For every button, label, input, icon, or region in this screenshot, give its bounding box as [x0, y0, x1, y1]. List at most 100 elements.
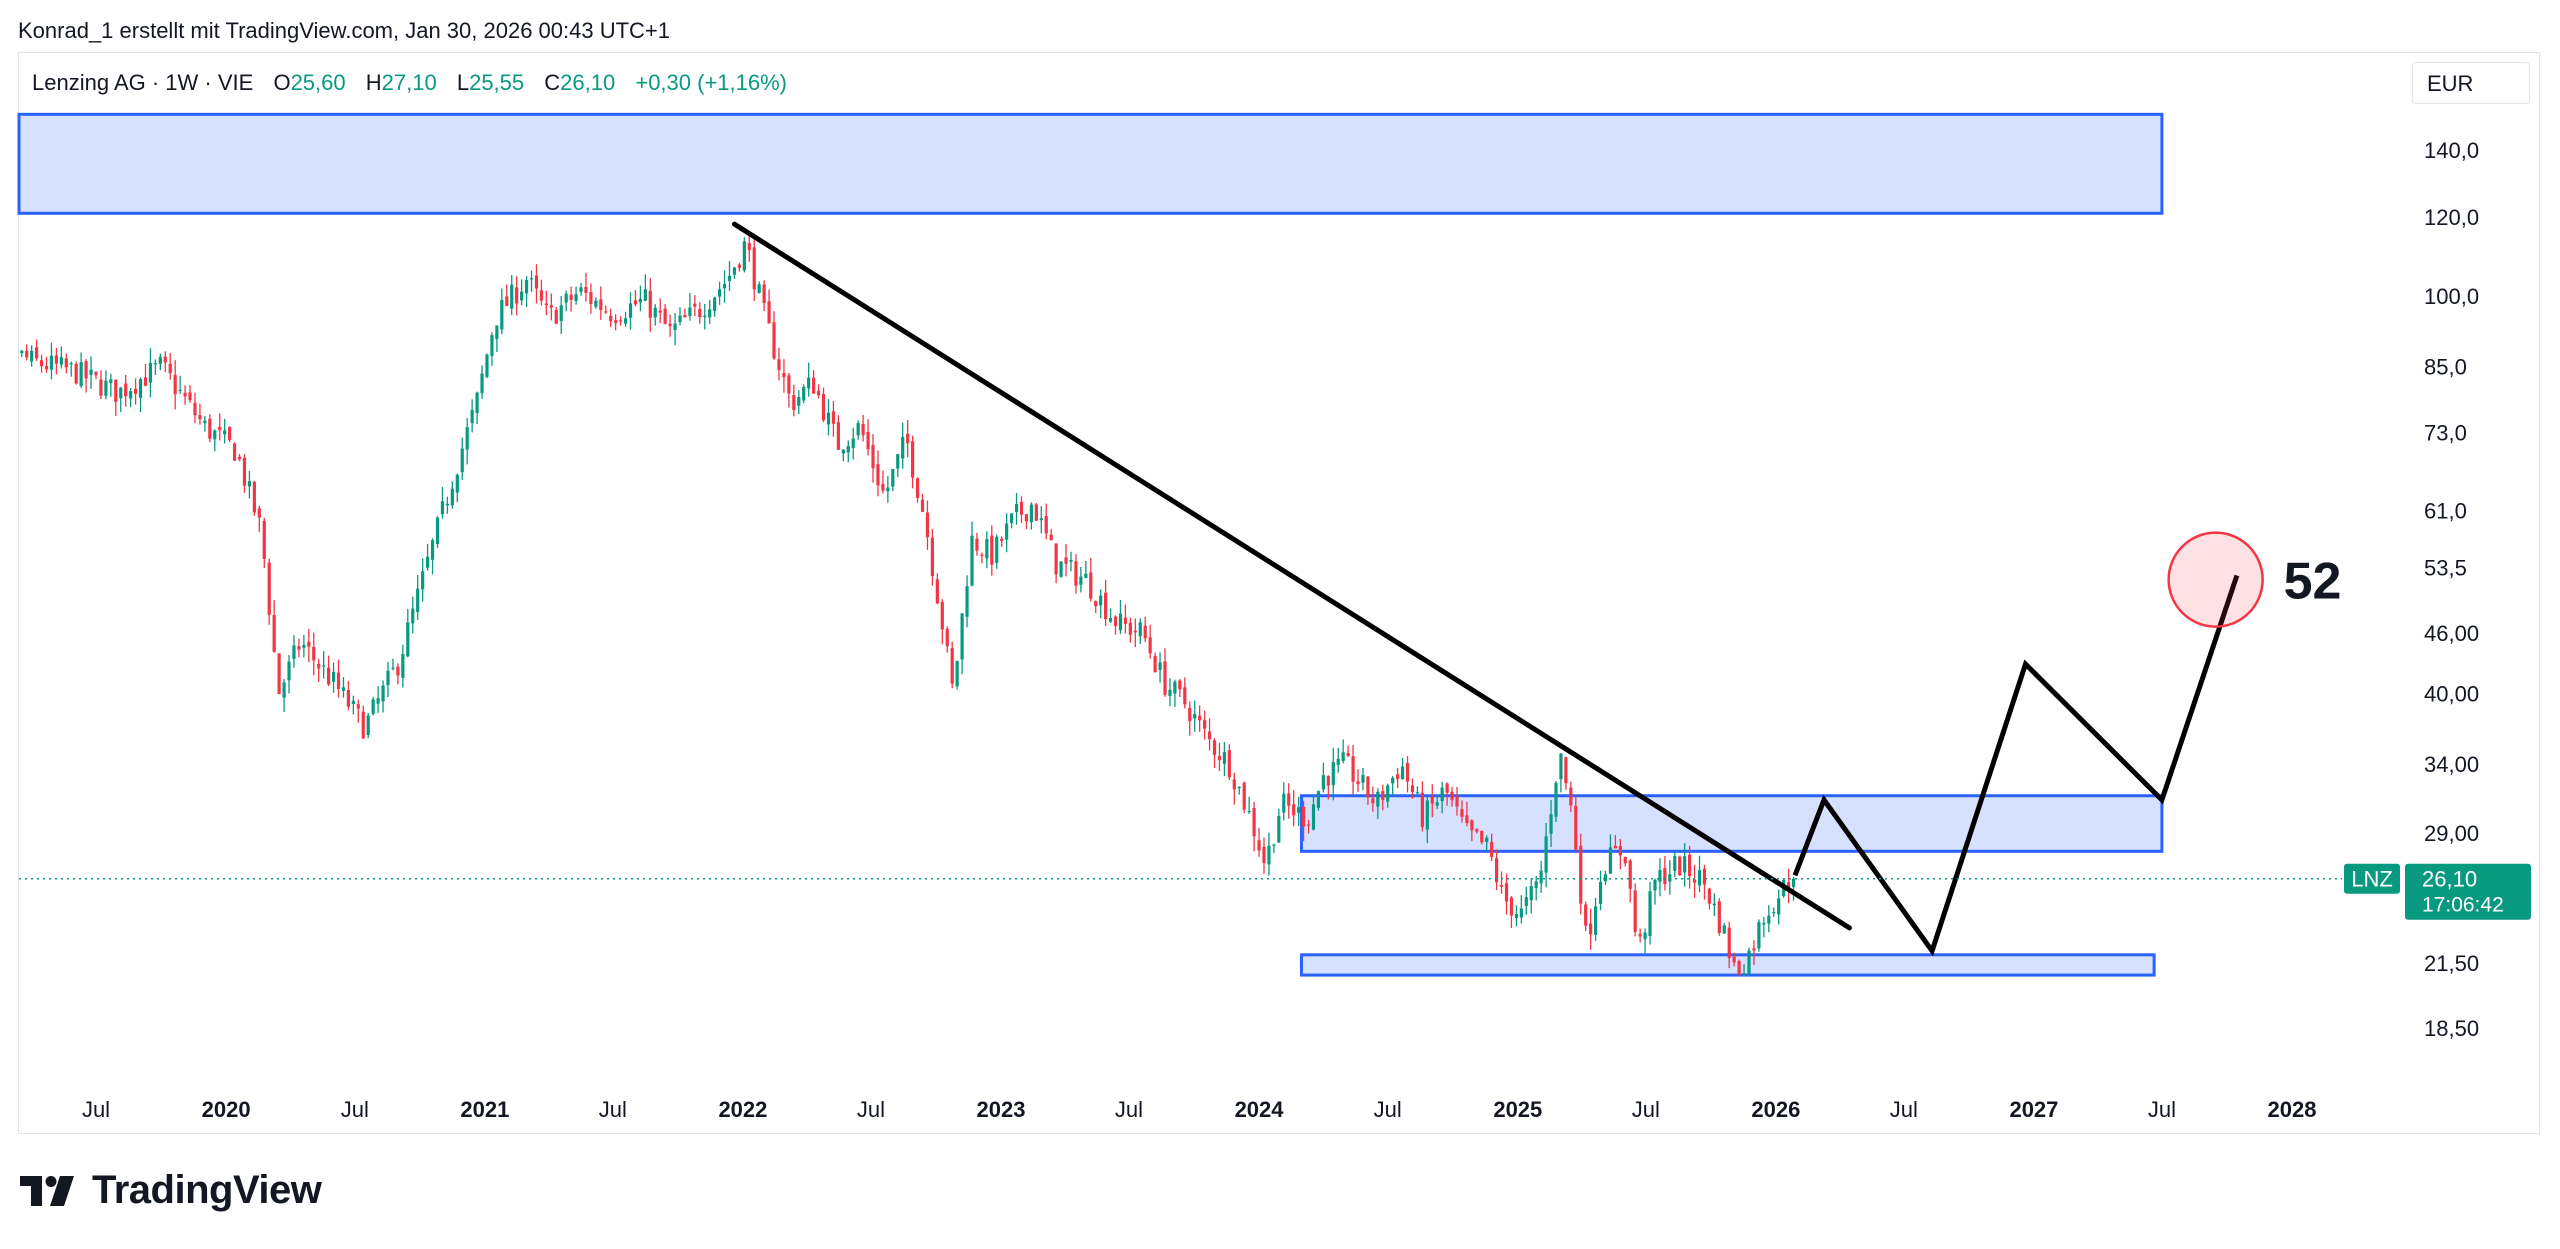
candle-body-211 — [1059, 561, 1063, 577]
candle-body-159 — [802, 386, 806, 401]
candle-body-145 — [732, 267, 737, 275]
candle-body-138 — [698, 308, 702, 318]
candle-body-1 — [20, 350, 24, 353]
candle-body-131 — [663, 308, 667, 324]
tradingview-logo[interactable]: TradingView — [20, 1168, 322, 1213]
candle-body-149 — [752, 247, 756, 290]
candle-body-256 — [1282, 793, 1286, 813]
y-tick-label-6: 61,0 — [2424, 498, 2467, 523]
candle-body-227 — [1138, 622, 1142, 637]
price-tag-bg — [2405, 863, 2531, 920]
candle-body-98 — [500, 299, 504, 330]
candle-body-217 — [1089, 572, 1093, 599]
candle-body-154 — [777, 359, 781, 371]
candle-body-359 — [1791, 878, 1796, 888]
zone-3 — [1299, 953, 2156, 977]
candle-body-260 — [1301, 806, 1306, 827]
candle-body-44 — [232, 443, 237, 461]
candle-body-269 — [1346, 753, 1350, 757]
change-value: +0,30 (+1,16%) — [635, 70, 788, 95]
candle-body-34 — [183, 392, 187, 397]
candle-body-71 — [366, 715, 370, 736]
candle-body-47 — [247, 481, 252, 487]
candle-body-286 — [1430, 796, 1434, 804]
candle-body-141 — [713, 297, 717, 312]
candle-body-220 — [1104, 592, 1108, 620]
candle-body-32 — [173, 374, 177, 395]
candle-body-184 — [925, 512, 930, 538]
candle-body-4 — [35, 347, 39, 359]
candle-body-139 — [703, 315, 707, 317]
x-tick-label-8: 2023 — [977, 1097, 1026, 1122]
candle-body-40 — [213, 430, 217, 440]
x-tick-label-2: 2020 — [202, 1097, 251, 1122]
candle-body-318 — [1589, 923, 1593, 935]
candle-body-348 — [1737, 961, 1741, 975]
x-tick-label-12: 2025 — [1493, 1097, 1542, 1122]
candle-body-306 — [1529, 886, 1533, 901]
candle-body-105 — [534, 275, 539, 289]
candle-body-30 — [163, 356, 167, 363]
candle-body-193 — [970, 535, 974, 586]
candle-body-189 — [950, 648, 954, 684]
candle-body-246 — [1232, 779, 1236, 790]
candle-body-81 — [416, 588, 420, 613]
candle-body-87 — [445, 503, 449, 506]
candle-body-125 — [633, 300, 638, 305]
candle-body-117 — [594, 300, 598, 307]
candle-body-268 — [1341, 752, 1345, 761]
candle-body-210 — [1054, 543, 1058, 575]
candle-body-127 — [643, 289, 647, 301]
candle-body-123 — [623, 318, 628, 324]
candle-body-297 — [1485, 837, 1489, 843]
candle-body-107 — [544, 303, 548, 306]
candle-body-46 — [242, 457, 247, 486]
y-tick-label-5: 73,0 — [2424, 420, 2467, 445]
candle-body-93 — [475, 392, 479, 413]
candle-body-158 — [797, 396, 801, 406]
candle-body-37 — [198, 415, 202, 420]
candle-body-118 — [599, 299, 603, 311]
candle-body-170 — [856, 423, 860, 436]
candle-body-102 — [520, 291, 524, 301]
candle-body-179 — [901, 436, 905, 459]
candle-body-177 — [891, 469, 895, 487]
candle-body-259 — [1297, 807, 1301, 813]
candle-body-27 — [148, 363, 153, 383]
currency-selector[interactable]: EUR — [2412, 62, 2530, 104]
candle-body-113 — [574, 294, 578, 301]
candle-body-302 — [1509, 897, 1514, 916]
candle-body-173 — [871, 445, 875, 469]
candle-body-300 — [1499, 885, 1504, 887]
candle-body-132 — [668, 323, 672, 327]
candle-body-26 — [143, 377, 148, 386]
candle-body-346 — [1727, 927, 1731, 958]
candle-body-230 — [1153, 656, 1157, 672]
symbol-label[interactable]: Lenzing AG · 1W · VIE — [32, 70, 254, 95]
candle-body-225 — [1128, 622, 1132, 635]
tradingview-logo-icon — [20, 1175, 74, 1206]
candle-body-352 — [1757, 921, 1761, 949]
candle-body-99 — [505, 296, 509, 306]
candle-body-21 — [119, 387, 123, 399]
candle-body-182 — [915, 478, 920, 498]
candle-body-289 — [1445, 783, 1449, 793]
candle-body-162 — [816, 390, 821, 396]
candle-body-350 — [1747, 950, 1751, 974]
target-circle — [2167, 531, 2264, 628]
candle-body-61 — [317, 663, 321, 669]
candle-body-22 — [124, 383, 128, 397]
candle-body-345 — [1722, 925, 1726, 934]
y-tick-label-1: 140,0 — [2424, 138, 2479, 163]
candle-body-245 — [1227, 750, 1231, 778]
candle-body-171 — [861, 423, 865, 436]
candle-body-319 — [1593, 906, 1598, 935]
candle-body-56 — [292, 645, 296, 659]
candle-body-310 — [1549, 814, 1553, 834]
candle-body-281 — [1405, 763, 1410, 782]
candle-body-148 — [747, 243, 751, 251]
candle-body-97 — [495, 325, 499, 340]
candle-body-187 — [940, 602, 944, 630]
x-tick-label-17: Jul — [2148, 1097, 2176, 1122]
